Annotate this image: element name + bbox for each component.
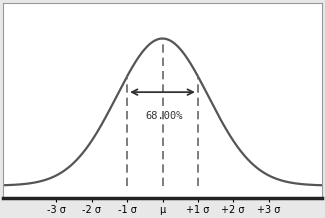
Text: 68.00%: 68.00% — [146, 111, 183, 121]
